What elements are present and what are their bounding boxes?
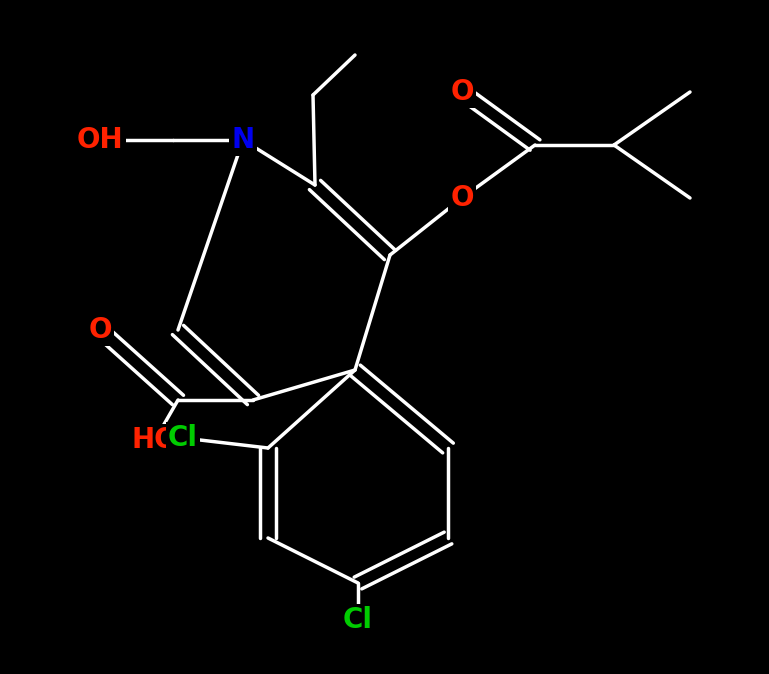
Text: O: O — [451, 184, 474, 212]
Text: N: N — [231, 126, 255, 154]
Text: O: O — [451, 78, 474, 106]
Text: OH: OH — [77, 126, 123, 154]
Text: Cl: Cl — [168, 424, 198, 452]
Text: O: O — [88, 316, 112, 344]
Text: HO: HO — [131, 426, 178, 454]
Text: Cl: Cl — [343, 606, 373, 634]
